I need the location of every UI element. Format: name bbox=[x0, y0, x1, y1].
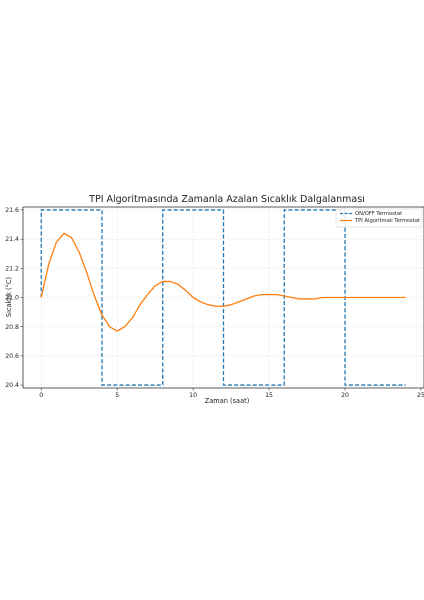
y-tick-label: 21.2 bbox=[5, 265, 19, 272]
legend-label: TPI Algoritmalı Termostat bbox=[354, 218, 420, 224]
y-tick-label: 21.0 bbox=[5, 295, 19, 302]
x-tick-label: 5 bbox=[115, 392, 119, 399]
series-line-tpi bbox=[40, 232, 406, 332]
y-tick-label: 20.4 bbox=[5, 382, 19, 389]
chart-title: TPI Algoritmasında Zamanla Azalan Sıcakl… bbox=[88, 194, 365, 205]
x-tick-label: 15 bbox=[265, 392, 273, 399]
y-tick-label: 21.4 bbox=[5, 236, 19, 243]
x-tick-label: 10 bbox=[189, 392, 197, 399]
x-tick-label: 0 bbox=[39, 392, 43, 399]
x-axis-label: Zaman (saat) bbox=[205, 397, 250, 405]
y-tick-label: 21.6 bbox=[5, 207, 19, 214]
legend-label: ON/OFF Termostat bbox=[355, 211, 402, 217]
y-axis-label: Sıcaklık (°C) bbox=[5, 277, 13, 317]
x-tick-label: 25 bbox=[417, 392, 424, 399]
y-tick-label: 20.8 bbox=[5, 324, 19, 331]
ticks: 0 5 10 15 20 25 20.4 20.6 20.8 21.0 21.2 21.4 21.6 bbox=[5, 207, 424, 399]
legend-box bbox=[335, 208, 423, 228]
y-tick-label: 20.6 bbox=[5, 353, 19, 360]
x-tick-label: 20 bbox=[341, 392, 349, 399]
